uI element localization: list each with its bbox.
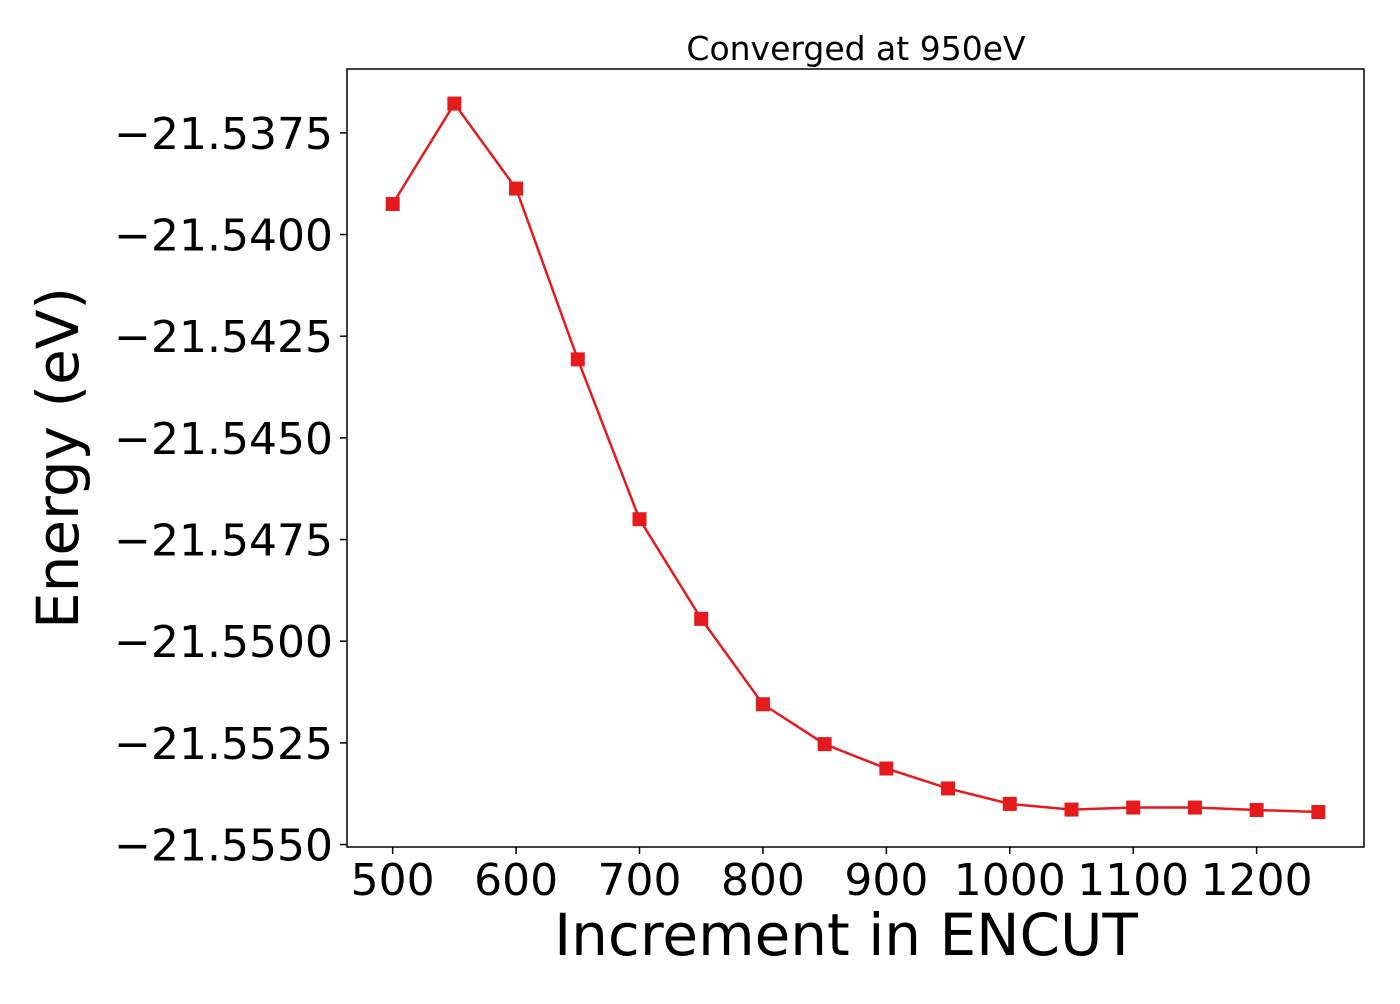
chart-title: Converged at 950eV <box>686 29 1026 68</box>
x-tick-label: 1100 <box>1077 855 1189 906</box>
data-point <box>1249 802 1264 817</box>
data-point <box>509 181 524 196</box>
y-axis-label: Energy (eV) <box>24 287 92 629</box>
data-point <box>1064 802 1079 817</box>
data-point <box>385 197 400 212</box>
y-tick-label: −21.5525 <box>114 719 333 770</box>
x-tick-label: 800 <box>721 855 805 906</box>
y-tick-label: −21.5550 <box>114 821 333 872</box>
y-tick-label: −21.5375 <box>114 109 333 160</box>
data-point <box>1126 800 1141 815</box>
data-point <box>879 761 894 776</box>
y-tick-label: −21.5425 <box>114 312 333 363</box>
data-point <box>570 352 585 367</box>
x-tick-label: 700 <box>598 855 682 906</box>
data-point <box>1311 805 1326 820</box>
x-axis-label: Increment in ENCUT <box>554 901 1138 969</box>
x-tick-label: 600 <box>474 855 558 906</box>
x-tick-label: 1200 <box>1201 855 1313 906</box>
y-tick-label: −21.5400 <box>114 211 333 262</box>
data-point <box>632 512 647 527</box>
data-point <box>447 96 462 111</box>
x-axis: 500 600 700 800 900 1000 1100 1200 <box>351 847 1313 906</box>
data-point <box>755 697 770 712</box>
x-tick-label: 500 <box>351 855 435 906</box>
data-point <box>817 737 832 752</box>
data-point <box>941 781 956 796</box>
series-line <box>391 101 1319 814</box>
y-tick-label: −21.5500 <box>114 617 333 668</box>
series-group <box>385 96 1326 820</box>
y-tick-label: −21.5475 <box>114 516 333 567</box>
data-point <box>694 611 709 626</box>
y-tick-label: −21.5450 <box>114 414 333 465</box>
data-point <box>1002 796 1017 811</box>
plot-frame <box>346 68 1365 848</box>
x-tick-label: 900 <box>844 855 928 906</box>
y-axis: −21.5375 −21.5400 −21.5425 −21.5450 −21.5475… <box>114 109 347 872</box>
x-tick-label: 1000 <box>954 855 1066 906</box>
data-point <box>1187 800 1202 815</box>
